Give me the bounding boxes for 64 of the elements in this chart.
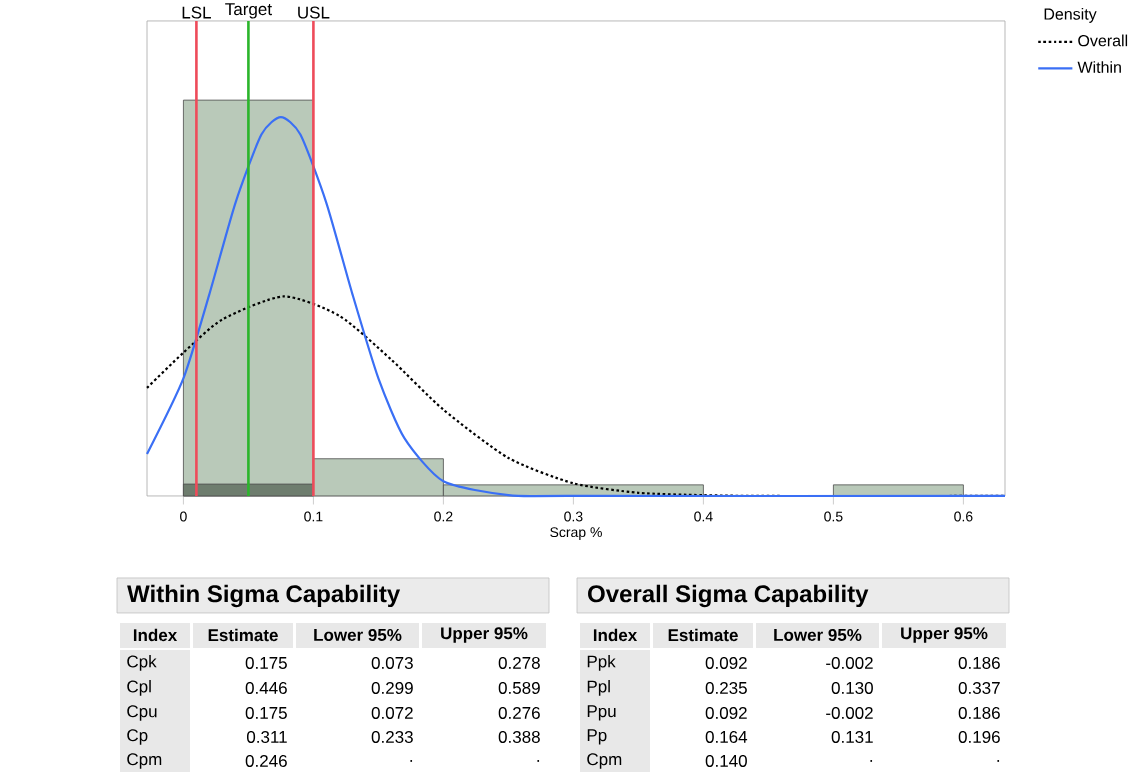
text: 0.311 bbox=[246, 730, 287, 743]
text: Overall Sigma Capability bbox=[588, 584, 869, 608]
text: Ppu bbox=[587, 705, 616, 721]
text: Estimate bbox=[668, 628, 738, 642]
x-tick-label: 0 bbox=[180, 511, 187, 522]
text: Upper 95% bbox=[901, 627, 988, 643]
text: 0.073 bbox=[371, 656, 413, 669]
text: -0.002 bbox=[826, 656, 873, 669]
text: 0.299 bbox=[371, 681, 413, 694]
legend-label: Overall bbox=[1078, 34, 1128, 47]
text: Upper 95% bbox=[441, 627, 528, 643]
text: Cpm bbox=[587, 753, 622, 769]
text: Pp bbox=[587, 729, 607, 745]
text: 0.092 bbox=[705, 656, 747, 669]
text: . bbox=[537, 760, 540, 762]
text: 0.235 bbox=[705, 681, 747, 694]
ref-line-label: Target bbox=[225, 3, 272, 19]
x-tick-label: 0.1 bbox=[304, 511, 323, 522]
text: 0.092 bbox=[705, 706, 747, 719]
x-tick-label: 0.6 bbox=[954, 511, 973, 522]
text: 0.233 bbox=[371, 730, 413, 743]
text: 0.196 bbox=[958, 730, 1000, 743]
text: Lower 95% bbox=[314, 628, 402, 641]
x-axis-title: Scrap % bbox=[550, 527, 602, 540]
text: Index bbox=[133, 628, 178, 642]
legend-title: Density bbox=[1044, 7, 1097, 23]
text: 0.072 bbox=[371, 706, 413, 719]
text: 0.186 bbox=[958, 656, 1000, 669]
text: 0.186 bbox=[958, 706, 1000, 719]
text: Cp bbox=[127, 729, 148, 745]
text: Lower 95% bbox=[774, 628, 862, 641]
text: 0.140 bbox=[705, 754, 747, 767]
text: Within Sigma Capability bbox=[127, 584, 401, 608]
text: 0.589 bbox=[498, 681, 540, 694]
text: 0.175 bbox=[245, 706, 287, 719]
text: 0.388 bbox=[498, 730, 540, 743]
text: 0.278 bbox=[498, 656, 540, 669]
x-tick-label: 0.5 bbox=[824, 511, 843, 522]
text: . bbox=[997, 760, 1000, 762]
text: Ppl bbox=[587, 680, 610, 696]
text: 0.131 bbox=[831, 730, 873, 743]
text: Cpm bbox=[127, 753, 162, 769]
x-tick-label: 0.2 bbox=[434, 511, 453, 522]
x-tick-label: 0.4 bbox=[694, 511, 713, 522]
x-tick-label: 0.3 bbox=[564, 511, 583, 522]
text: Index bbox=[593, 628, 638, 642]
text: -0.002 bbox=[826, 706, 873, 719]
text: Estimate bbox=[208, 628, 278, 642]
text: . bbox=[870, 760, 873, 762]
text: 0.175 bbox=[245, 656, 287, 669]
text: Cpu bbox=[127, 705, 157, 721]
legend-label: Within bbox=[1077, 61, 1121, 73]
ref-line-label: USL bbox=[298, 6, 330, 19]
text: . bbox=[410, 760, 413, 762]
text: Cpl bbox=[127, 680, 151, 696]
text: 0.276 bbox=[498, 706, 540, 719]
text: 0.446 bbox=[245, 681, 287, 694]
text: 0.164 bbox=[705, 730, 748, 743]
text: Ppk bbox=[587, 655, 616, 671]
text: 0.130 bbox=[831, 681, 873, 694]
ref-line-label: LSL bbox=[182, 6, 211, 19]
text: 0.337 bbox=[958, 681, 1000, 694]
text: Cpk bbox=[127, 655, 157, 671]
text: 0.246 bbox=[245, 754, 287, 767]
